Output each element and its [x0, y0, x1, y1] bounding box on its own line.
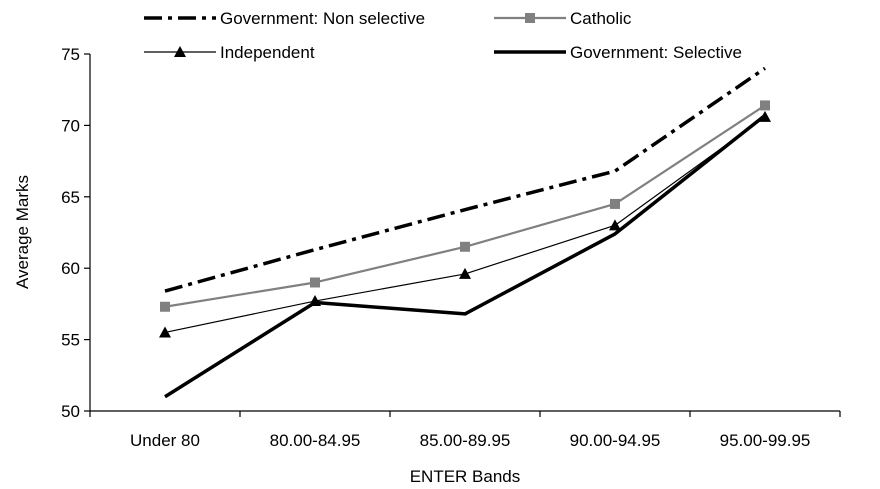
x-tick-label: 95.00-99.95: [720, 431, 811, 450]
x-axis-ticks: Under 80 80.00-84.95 85.00-89.95 90.00-94.9…: [89, 411, 841, 450]
legend-label-government-non-selective: Government: Non selective: [220, 9, 425, 28]
x-axis-title: ENTER Bands: [410, 467, 521, 486]
series-line-government-selective: [164, 114, 767, 399]
series-point-catholic: [160, 301, 170, 312]
y-axis-ticks: 50 55 60 65 70 75: [61, 45, 90, 421]
y-tick-label: 75: [61, 45, 80, 64]
series-point-catholic: [310, 277, 320, 288]
plot-area: [159, 66, 771, 399]
legend-marker-independent: [174, 46, 186, 57]
series-point-independent: [609, 219, 621, 231]
y-tick-label: 65: [61, 188, 80, 207]
y-tick-label: 50: [61, 402, 80, 421]
legend-label-government-selective: Government: Selective: [570, 43, 742, 62]
x-tick-label: 80.00-84.95: [270, 431, 361, 450]
legend-label-independent: Independent: [220, 43, 315, 62]
series-point-catholic: [610, 198, 620, 209]
series-point-independent: [459, 267, 471, 279]
y-tick-label: 60: [61, 259, 80, 278]
legend-label-catholic: Catholic: [570, 9, 632, 28]
series-point-catholic: [460, 241, 470, 252]
legend: Government: Non selective Catholic Indepen…: [144, 9, 742, 62]
series-line-independent: [164, 116, 766, 334]
y-axis-title: Average Marks: [13, 175, 32, 289]
y-tick-label: 55: [61, 331, 80, 350]
series-line-government-non-selective: [164, 66, 766, 293]
series-point-catholic: [760, 100, 770, 111]
series-point-independent: [159, 326, 171, 338]
legend-marker-catholic: [525, 13, 535, 23]
x-tick-label: Under 80: [130, 431, 200, 450]
x-tick-label: 90.00-94.95: [570, 431, 661, 450]
y-tick-label: 70: [61, 116, 80, 135]
x-tick-label: 85.00-89.95: [420, 431, 511, 450]
